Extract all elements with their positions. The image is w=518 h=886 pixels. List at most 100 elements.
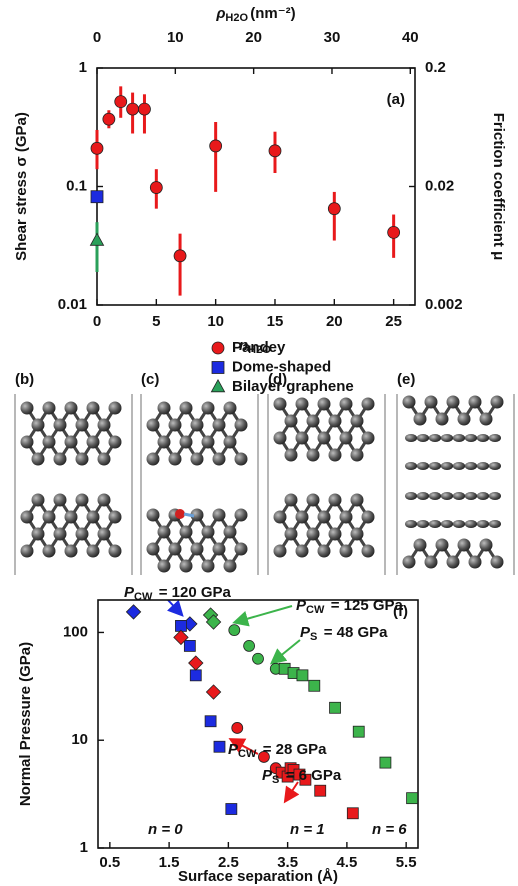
atom: [480, 539, 493, 552]
atom: [43, 402, 56, 415]
atom: [274, 432, 287, 445]
atom: [425, 396, 438, 409]
atom: [340, 432, 353, 445]
atom: [98, 419, 111, 432]
atom: [405, 462, 417, 470]
point: [269, 145, 281, 157]
atom: [87, 402, 100, 415]
x-tick-label: 0.5: [99, 854, 120, 871]
atom: [318, 398, 331, 411]
x-axis-label: Surface separation (Å): [178, 868, 338, 885]
atom: [98, 453, 111, 466]
y2-axis-label: Friction coefficient μ: [490, 113, 507, 261]
atom: [213, 509, 226, 522]
atom: [54, 419, 67, 432]
atom: [453, 462, 465, 470]
atom: [202, 560, 215, 573]
panel-label: (b): [15, 371, 34, 388]
atom: [285, 415, 298, 428]
atom: [477, 492, 489, 500]
x-tick-label: 1.5: [159, 854, 180, 871]
atom: [296, 545, 309, 558]
atom: [489, 434, 501, 442]
point: [138, 103, 150, 115]
point: [103, 113, 115, 125]
atom: [465, 434, 477, 442]
x2-tick-label: 10: [167, 29, 184, 46]
atom: [191, 453, 204, 466]
arrow: [168, 600, 181, 614]
atom: [98, 494, 111, 507]
point: [226, 804, 237, 815]
atom: [447, 556, 460, 569]
atom: [191, 419, 204, 432]
atom: [274, 511, 287, 524]
atom: [65, 402, 78, 415]
atom: [351, 449, 364, 462]
atom: [32, 453, 45, 466]
point: [353, 726, 364, 737]
atom: [458, 539, 471, 552]
atom: [202, 402, 215, 415]
atom: [489, 492, 501, 500]
atom: [307, 415, 320, 428]
atom: [340, 398, 353, 411]
atom: [180, 560, 193, 573]
subscript: S: [272, 774, 279, 786]
atom: [158, 560, 171, 573]
atom: [274, 398, 287, 411]
atom: [76, 419, 89, 432]
atom: [417, 434, 429, 442]
atom: [235, 509, 248, 522]
rich-label: PCW = 120 GPa: [124, 584, 232, 603]
atom: [465, 462, 477, 470]
point: [206, 685, 220, 699]
point: [174, 250, 186, 262]
atom: [158, 402, 171, 415]
x2-tick-label: 0: [93, 29, 101, 46]
point: [90, 233, 103, 245]
rich-label: ρH2O (nm⁻²): [215, 5, 295, 24]
rich-label: PS = 48 GPa: [300, 624, 388, 643]
atom: [441, 434, 453, 442]
y-tick-label: 10: [71, 731, 88, 748]
atom: [436, 413, 449, 426]
atom: [32, 528, 45, 541]
atom: [414, 413, 427, 426]
point: [184, 640, 195, 651]
label-text: = 120 GPa: [155, 584, 232, 601]
arrow: [273, 640, 300, 662]
atom: [477, 462, 489, 470]
atom: [180, 402, 193, 415]
atom: [480, 413, 493, 426]
point: [297, 670, 308, 681]
point: [115, 96, 127, 108]
atom: [296, 511, 309, 524]
point: [127, 103, 139, 115]
y2-tick-label: 0.002: [425, 296, 463, 313]
y-tick-label: 100: [63, 623, 88, 640]
atom: [307, 494, 320, 507]
atom: [235, 419, 248, 432]
atom: [43, 545, 56, 558]
rich-label: PCW = 28 GPa: [228, 741, 327, 760]
y-tick-label: 1: [80, 839, 88, 856]
atom: [329, 528, 342, 541]
atom: [109, 402, 122, 415]
atom: [318, 511, 331, 524]
atom: [169, 453, 182, 466]
atom: [213, 453, 226, 466]
label-text: (nm⁻²): [250, 5, 295, 22]
series-label: n = 6: [372, 821, 407, 838]
series-label: n = 1: [290, 821, 325, 838]
panel-label: (e): [397, 371, 415, 388]
atom: [340, 545, 353, 558]
subscript: CW: [134, 591, 153, 603]
atom: [32, 494, 45, 507]
atom: [224, 526, 237, 539]
atom: [202, 526, 215, 539]
legend-marker: [212, 362, 224, 374]
x2-tick-label: 40: [402, 29, 419, 46]
atom: [87, 545, 100, 558]
point: [330, 702, 341, 713]
